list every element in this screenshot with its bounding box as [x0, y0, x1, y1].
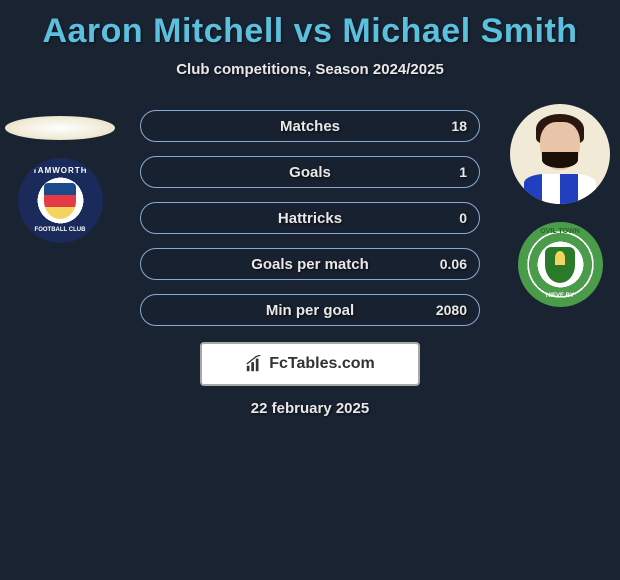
stat-value-right: 1 [459, 164, 467, 180]
shield-icon [545, 247, 575, 283]
stat-bar-row: Min per goal2080 [140, 294, 480, 326]
date-text: 22 february 2025 [0, 400, 620, 417]
player-left-avatar [5, 116, 115, 140]
stat-bar-row: Goals per match0.06 [140, 248, 480, 280]
stat-label: Min per goal [141, 302, 479, 319]
chart-icon [245, 355, 263, 373]
stat-label: Goals per match [141, 256, 479, 273]
shield-icon [44, 183, 76, 219]
stat-bar-row: Goals1 [140, 156, 480, 188]
club-crest-right [518, 222, 603, 307]
brand-badge: FcTables.com [200, 342, 420, 386]
stat-value-right: 0.06 [440, 256, 467, 272]
brand-text: FcTables.com [269, 355, 375, 373]
stat-value-right: 18 [451, 118, 467, 134]
stat-label: Goals [141, 164, 479, 181]
stat-bars: Matches18 Goals1 Hattricks0 Goals per match… [140, 110, 480, 326]
stat-value-right: 0 [459, 210, 467, 226]
stat-value-right: 2080 [436, 302, 467, 318]
stat-label: Hattricks [141, 210, 479, 227]
player-left-column [10, 104, 110, 243]
stat-label: Matches [141, 118, 479, 135]
comparison-panel: Matches18 Goals1 Hattricks0 Goals per match… [0, 110, 620, 417]
club-crest-left [18, 158, 103, 243]
stat-bar-row: Matches18 [140, 110, 480, 142]
stat-bar-row: Hattricks0 [140, 202, 480, 234]
player-right-avatar [510, 104, 610, 204]
page-title: Aaron Mitchell vs Michael Smith [0, 0, 620, 51]
subtitle: Club competitions, Season 2024/2025 [0, 61, 620, 78]
player-right-column [510, 104, 610, 307]
